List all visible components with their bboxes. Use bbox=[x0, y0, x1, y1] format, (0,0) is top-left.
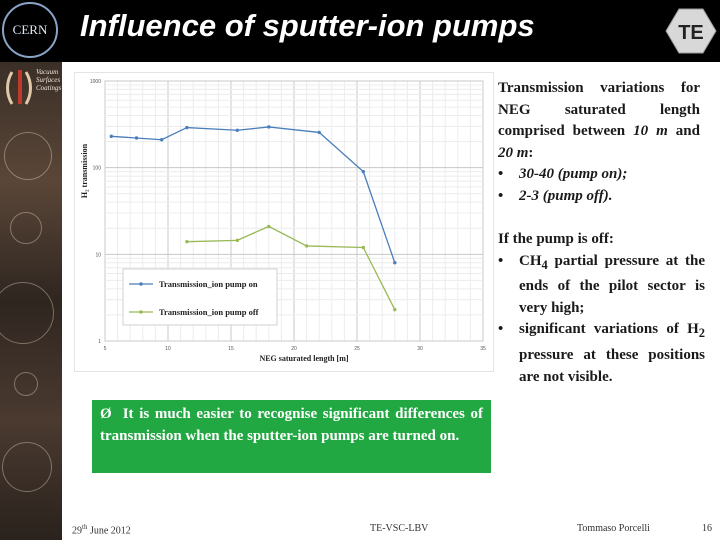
vacuum-surfaces-coatings-logo bbox=[6, 70, 32, 105]
x-tick-label: 20 bbox=[291, 346, 297, 352]
legend-entry: Transmission_ion pump on bbox=[159, 279, 258, 289]
data-point-pump-on bbox=[235, 128, 239, 132]
data-point-pump-on bbox=[134, 136, 139, 140]
x-axis-label: NEG saturated length [m] bbox=[259, 354, 348, 363]
data-point-pump-off bbox=[304, 244, 309, 248]
x-tick-label: 5 bbox=[104, 346, 107, 352]
transmission-bullets: 30-40 (pump on); 2-3 (pump off). bbox=[498, 164, 700, 207]
slide-title: Influence of sputter-ion pumps bbox=[80, 8, 535, 43]
series-line-pump-off bbox=[186, 225, 396, 310]
list-item: significant variations of H2 pressure at… bbox=[498, 319, 705, 388]
data-point-pump-on bbox=[361, 169, 365, 174]
legend-swatch-marker bbox=[139, 282, 143, 286]
x-tick-label: 15 bbox=[228, 346, 234, 352]
chart-svg: 5 10 15 20 25 30 35 1000 100 10 1 NEG saturated len… bbox=[80, 79, 486, 363]
x-tick-label: 25 bbox=[354, 346, 360, 352]
pump-off-bullets: CH4 partial pressure at the ends of the … bbox=[498, 251, 705, 389]
data-point-pump-off bbox=[185, 239, 189, 244]
data-point-pump-off bbox=[361, 245, 365, 250]
x-tick-label: 35 bbox=[480, 346, 486, 352]
legend-swatch-marker bbox=[139, 310, 143, 314]
page-number: 16 bbox=[702, 523, 712, 534]
y-tick-label: 1 bbox=[98, 339, 101, 345]
cern-logo: CERN bbox=[2, 2, 58, 58]
list-item: 30-40 (pump on); bbox=[498, 164, 700, 186]
paragraph-pump-off: If the pump is off: bbox=[498, 231, 614, 247]
paragraph-transmission: Transmission variations for NEG saturate… bbox=[498, 80, 700, 161]
y-tick-label: 1000 bbox=[90, 79, 101, 85]
list-item: CH4 partial pressure at the ends of the … bbox=[498, 251, 705, 320]
data-point-pump-on bbox=[317, 130, 321, 135]
title-bar: CERN Influence of sputter-ion pumps TE bbox=[0, 0, 720, 62]
callout-text: It is much easier to recognise significa… bbox=[100, 406, 484, 444]
x-tick-label: 10 bbox=[165, 346, 171, 352]
svg-text:TE: TE bbox=[678, 22, 704, 44]
x-tick-label: 30 bbox=[417, 346, 423, 352]
pump-off-text-block: If the pump is off: CH4 partial pressure… bbox=[498, 229, 705, 388]
data-point-pump-on bbox=[160, 138, 164, 142]
data-point-pump-off bbox=[235, 238, 239, 243]
y-tick-label: 10 bbox=[95, 252, 101, 258]
vacuum-surfaces-coatings-text: Vacuum Surfaces Coatings bbox=[36, 68, 62, 92]
legend-entry: Transmission_ion pump off bbox=[159, 307, 259, 317]
data-point-pump-off bbox=[393, 307, 397, 312]
footer-date: 29th June 2012 bbox=[72, 523, 131, 537]
te-logo: TE bbox=[665, 8, 717, 54]
transmission-chart: 5 10 15 20 25 30 35 1000 100 10 1 NEG saturated len… bbox=[74, 72, 494, 372]
decorative-side-strip bbox=[0, 62, 62, 540]
footer-department: TE-VSC-LBV bbox=[370, 523, 429, 534]
conclusion-callout: Ø It is much easier to recognise signifi… bbox=[92, 400, 491, 473]
data-point-pump-on bbox=[185, 125, 189, 130]
data-point-pump-on bbox=[267, 125, 271, 129]
y-axis-label: H₂ transmission bbox=[80, 143, 89, 198]
footer-author: Tommaso Porcelli bbox=[577, 523, 650, 534]
data-point-pump-on bbox=[109, 134, 113, 139]
list-item: 2-3 (pump off). bbox=[498, 186, 700, 208]
arrow-bullet-icon: Ø bbox=[100, 406, 112, 422]
y-tick-label: 100 bbox=[93, 166, 102, 172]
right-text-block: Transmission variations for NEG saturate… bbox=[498, 78, 700, 208]
data-point-pump-off bbox=[267, 224, 271, 229]
data-point-pump-on bbox=[393, 261, 397, 265]
legend-box bbox=[122, 268, 278, 326]
